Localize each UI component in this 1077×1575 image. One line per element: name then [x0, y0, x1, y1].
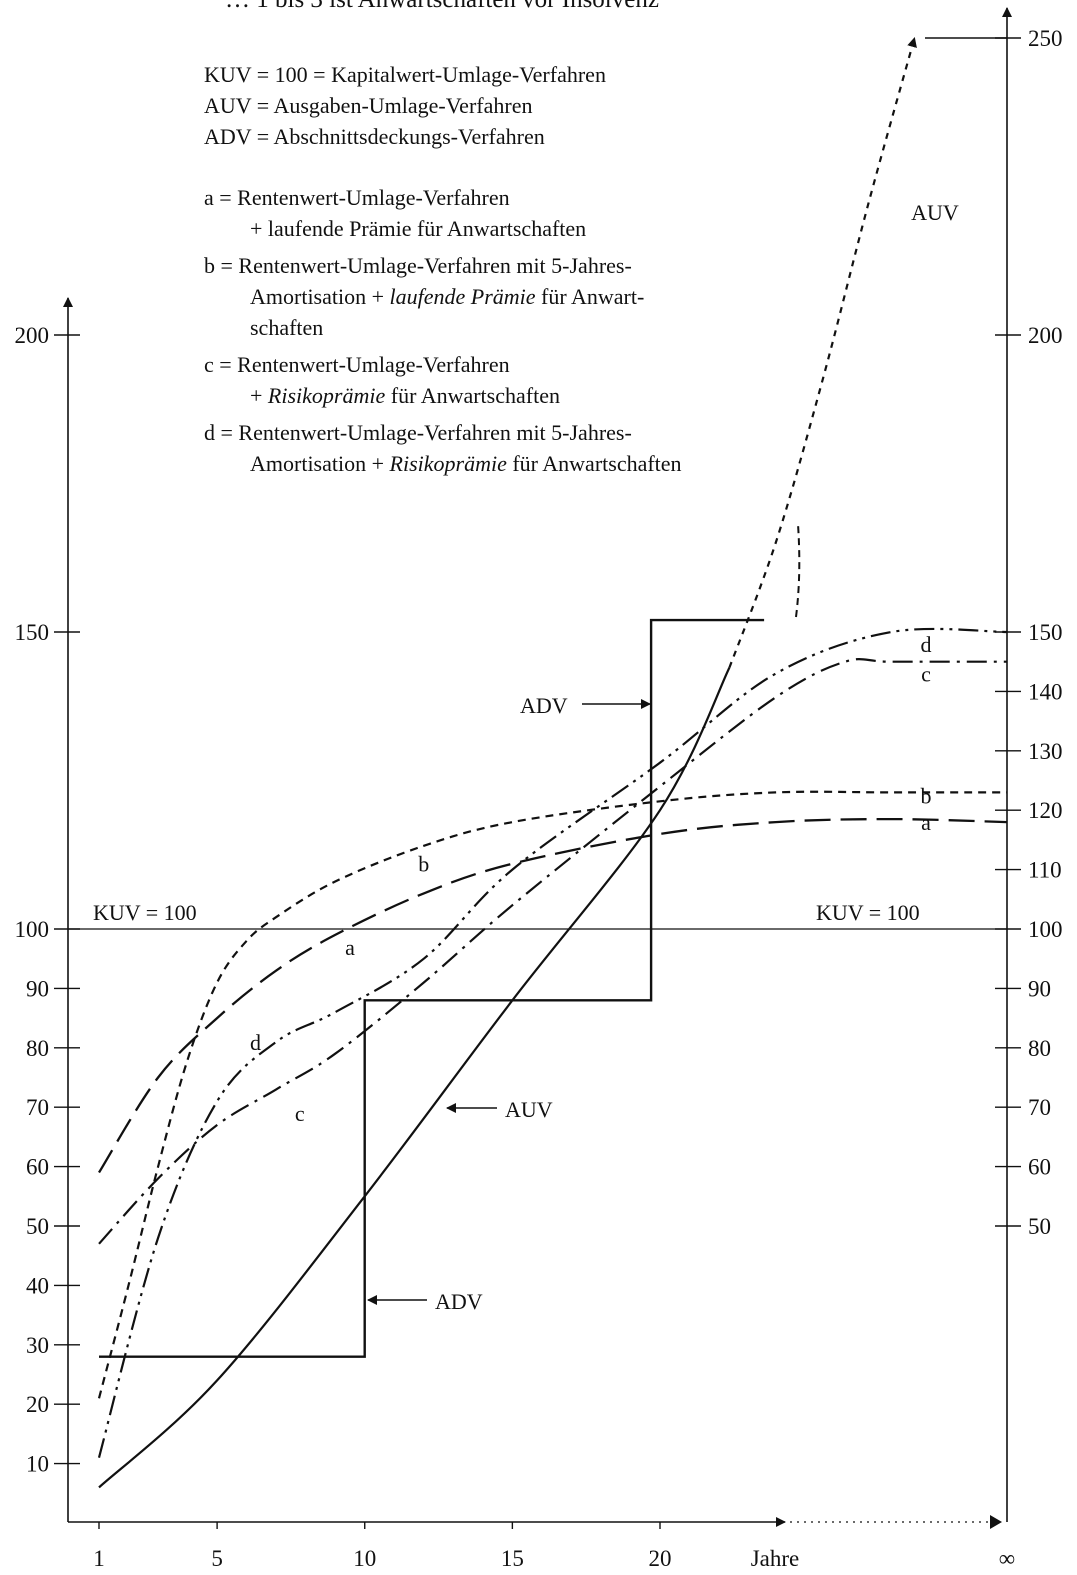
adv-lower-label: ADV [435, 1289, 483, 1314]
legend-a-line1: a = Rentenwert-Umlage-Verfahren [204, 185, 510, 210]
series-b-line [97, 790, 1007, 1399]
left-y-tick-label: 200 [15, 323, 50, 348]
right-y-tick-label: 80 [1028, 1036, 1051, 1061]
right-y-tick-label: 100 [1028, 917, 1063, 942]
auv-lower-label: AUV [505, 1097, 553, 1122]
legend-c-line2: + Risikoprämie für Anwartschaften [204, 380, 682, 411]
legend-d-line2-italic: Risikoprämie [389, 451, 507, 476]
right-y-tick-label: 250 [1028, 26, 1063, 51]
series-a-line [98, 817, 1008, 1174]
x-axis-end-arrow [990, 1515, 1002, 1529]
legend-d-line1: d = Rentenwert-Umlage-Verfahren mit 5-Ja… [204, 420, 632, 445]
legend-a-line2: + laufende Prämie für Anwartschaften [250, 216, 587, 241]
adv-tail-line [795, 523, 801, 618]
legend-c-line2-italic: Risikoprämie [267, 383, 386, 408]
legend-d-line2: Amortisation + Risikoprämie für Anwartsc… [204, 448, 682, 479]
x-tick-label: 20 [649, 1546, 672, 1571]
series-c-line [98, 658, 1007, 1245]
left-y-tick-label: 50 [26, 1214, 49, 1239]
series-AUV-line [728, 37, 917, 668]
legend-auv: AUV = Ausgaben-Umlage-Verfahren [204, 93, 533, 118]
series-d-line [97, 627, 1008, 1458]
left-y-tick-label: 100 [15, 917, 50, 942]
series-label-c: c [295, 1101, 305, 1126]
series-ADV-line [99, 618, 765, 1358]
axes-layer: 1 5 10 15 20 Jahre ∞10203040506070809010015020… [15, 7, 1063, 1571]
legend-d-line2-a: Amortisation + [250, 451, 390, 476]
legend-b-line2-a: Amortisation + [250, 284, 390, 309]
legend: KUV = 100 = Kapitalwert-Umlage-Verfahren… [204, 59, 682, 479]
legend-b-line3: schaften [250, 315, 324, 340]
kuv-label-left: KUV = 100 [93, 900, 197, 925]
adv-upper-label: ADV [520, 693, 568, 718]
right-y-tick-label: 50 [1028, 1214, 1051, 1239]
left-y-tick-label: 90 [26, 976, 49, 1001]
x-axis-label: Jahre [751, 1546, 800, 1571]
left-y-tick-label: 10 [26, 1452, 49, 1477]
chart-title: … 1 bis 3 ist Anwartschaften vor Insolve… [225, 0, 659, 14]
kuv-label-right: KUV = 100 [816, 900, 920, 925]
series-label-a: a [345, 935, 355, 960]
right-y-tick-label: 90 [1028, 976, 1051, 1001]
left-y-tick-label: 150 [15, 620, 50, 645]
legend-b-line1: b = Rentenwert-Umlage-Verfahren mit 5-Ja… [204, 253, 632, 278]
left-y-tick-label: 70 [26, 1095, 49, 1120]
legend-b-line2: Amortisation + laufende Prämie für Anwar… [204, 281, 682, 312]
left-y-tick-label: 20 [26, 1392, 49, 1417]
x-tick-label: 1 [93, 1546, 105, 1571]
x-tick-label: 10 [353, 1546, 376, 1571]
legend-c-line2-a: + [250, 383, 268, 408]
right-y-tick-label: 120 [1028, 798, 1063, 823]
series-label-b: b [921, 783, 932, 808]
left-y-tick-label: 30 [26, 1333, 49, 1358]
x-tick-label: 5 [211, 1546, 223, 1571]
right-y-tick-label: 130 [1028, 739, 1063, 764]
series-label-b: b [418, 852, 429, 877]
left-y-tick-label: 60 [26, 1155, 49, 1180]
series-label-a: a [921, 810, 931, 835]
series-layer [97, 37, 1008, 1489]
legend-d-line2-b: für Anwartschaften [506, 451, 682, 476]
legend-b-line2-italic: laufende Prämie [389, 284, 536, 309]
right-y-tick-label: 70 [1028, 1095, 1051, 1120]
series-label-d: d [250, 1030, 261, 1055]
right-y-tick-label: 110 [1028, 858, 1062, 883]
right-y-tick-label: 60 [1028, 1155, 1051, 1180]
x-infinity-label: ∞ [999, 1546, 1015, 1571]
right-y-tick-label: 150 [1028, 620, 1063, 645]
x-tick-label: 15 [501, 1546, 524, 1571]
legend-b-line2-b: für Anwart- [535, 284, 645, 309]
right-y-tick-label: 140 [1028, 679, 1063, 704]
legend-adv: ADV = Abschnittsdeckungs-Verfahren [204, 124, 545, 149]
left-y-tick-label: 40 [26, 1273, 49, 1298]
legend-c-line2-b: für Anwartschaften [385, 383, 560, 408]
series-AUV-line [98, 667, 731, 1489]
legend-c-line1: c = Rentenwert-Umlage-Verfahren [204, 352, 510, 377]
legend-kuv: KUV = 100 = Kapitalwert-Umlage-Verfahren [204, 62, 606, 87]
series-label-c: c [921, 662, 931, 687]
left-y-tick-label: 80 [26, 1036, 49, 1061]
series-label-d: d [921, 632, 932, 657]
right-y-tick-label: 200 [1028, 323, 1063, 348]
auv-upper-label: AUV [911, 200, 959, 225]
